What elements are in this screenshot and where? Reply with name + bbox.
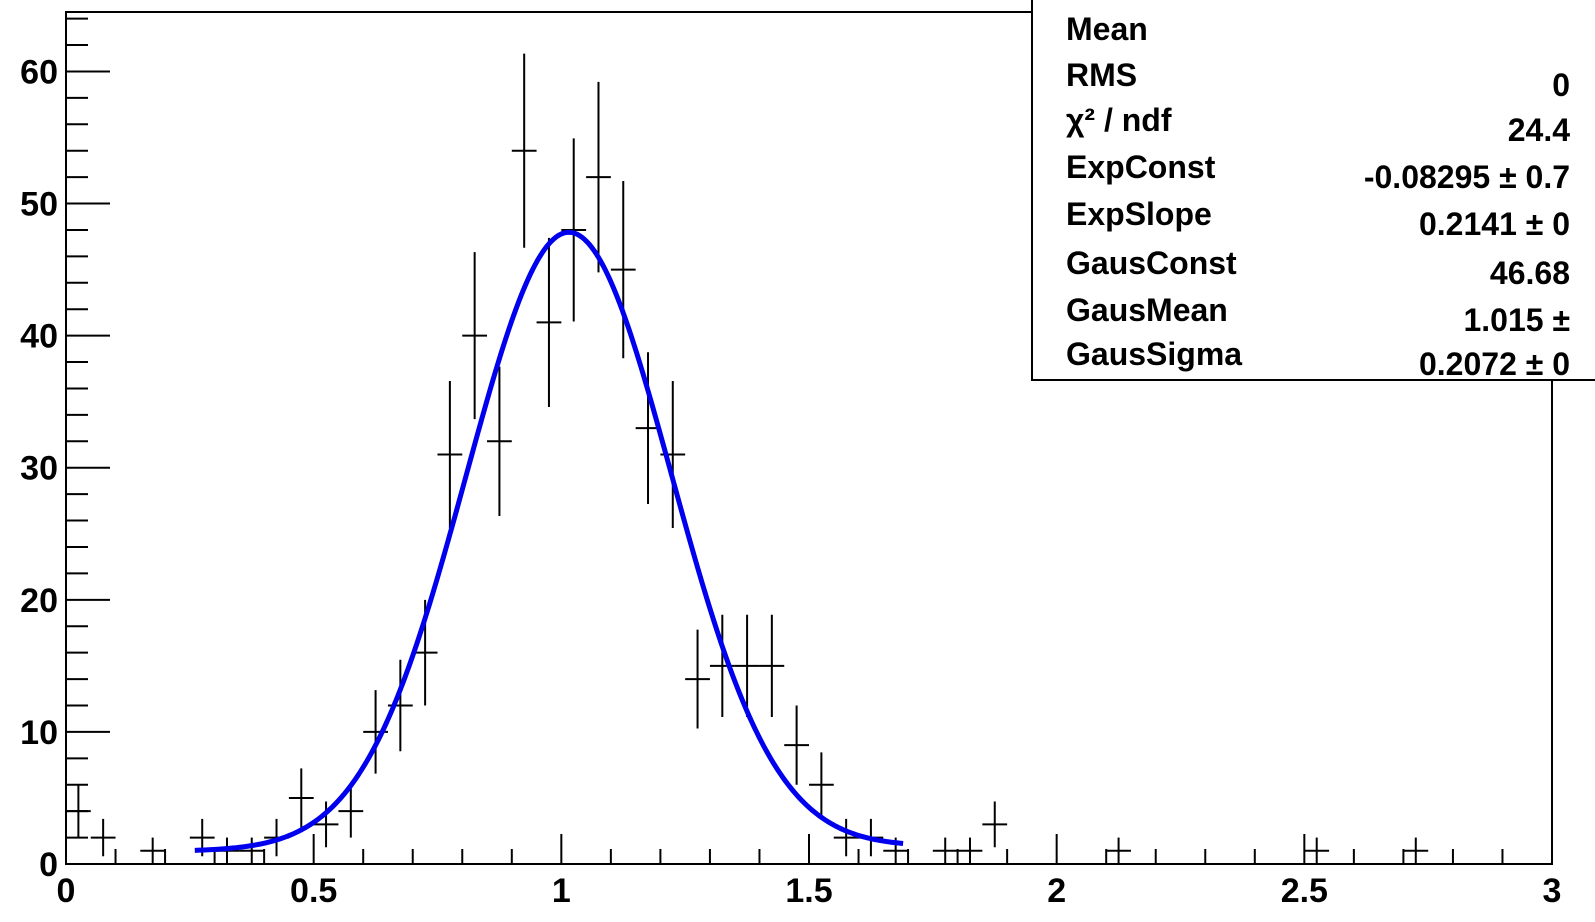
data-point bbox=[586, 81, 611, 273]
stats-value: -0.08295 ± 0.7 bbox=[1364, 159, 1570, 195]
x-tick-label: 0 bbox=[57, 872, 76, 910]
data-point bbox=[487, 366, 512, 517]
data-point bbox=[932, 837, 958, 864]
data-point bbox=[66, 784, 91, 838]
data-point bbox=[288, 768, 314, 828]
stats-label: ExpSlope bbox=[1066, 196, 1212, 232]
data-points-group bbox=[66, 53, 1429, 864]
stats-value: 46.68 bbox=[1490, 255, 1570, 291]
x-tick-label: 1 bbox=[552, 872, 571, 910]
stats-label: ExpConst bbox=[1066, 149, 1216, 185]
data-point bbox=[982, 801, 1008, 848]
stats-label: RMS bbox=[1066, 57, 1137, 93]
fit-curve-group bbox=[194, 229, 904, 853]
x-tick-label: 3 bbox=[1543, 872, 1562, 910]
data-point bbox=[685, 629, 710, 729]
x-tick-label: 0.5 bbox=[290, 872, 337, 910]
stats-value: 0.2141 ± 0 bbox=[1419, 206, 1570, 242]
stats-value: 0 bbox=[1552, 67, 1570, 103]
data-point bbox=[313, 801, 339, 848]
data-point bbox=[536, 237, 562, 407]
data-point bbox=[239, 837, 265, 864]
data-point bbox=[437, 380, 463, 529]
y-tick-label: 0 bbox=[39, 846, 58, 884]
data-point bbox=[833, 818, 859, 857]
stats-box: Mean RMS 0 χ² / ndf 24.4 ExpConst -0.08295 ± 0… bbox=[1031, 0, 1595, 382]
stats-box-frame bbox=[1031, 0, 1595, 381]
data-point bbox=[784, 705, 809, 785]
x-tick-label: 1.5 bbox=[785, 872, 832, 910]
stats-label: GausSigma bbox=[1066, 336, 1242, 372]
data-point bbox=[462, 252, 488, 420]
data-point bbox=[90, 818, 116, 857]
stats-label: χ² / ndf bbox=[1066, 102, 1172, 138]
y-tick-label: 50 bbox=[20, 186, 58, 224]
stats-label: Mean bbox=[1066, 11, 1148, 47]
data-point bbox=[1403, 837, 1429, 864]
stats-value: 24.4 bbox=[1508, 112, 1570, 148]
stats-value: 1.015 ± bbox=[1463, 302, 1570, 338]
data-point bbox=[338, 784, 364, 838]
data-point bbox=[561, 138, 587, 322]
y-tick-label: 30 bbox=[20, 450, 58, 488]
data-point bbox=[1304, 837, 1330, 864]
data-point bbox=[511, 53, 537, 248]
y-tick-label: 40 bbox=[20, 318, 58, 356]
x-tick-label: 2.5 bbox=[1281, 872, 1328, 910]
data-point bbox=[734, 614, 760, 718]
stats-label: GausMean bbox=[1066, 292, 1228, 328]
data-point bbox=[610, 180, 636, 359]
y-tick-label: 60 bbox=[20, 53, 58, 91]
fit-curve-line bbox=[194, 229, 904, 853]
data-point bbox=[140, 837, 166, 864]
stats-label: GausConst bbox=[1066, 245, 1237, 281]
y-tick-label: 10 bbox=[20, 714, 58, 752]
x-tick-label: 2 bbox=[1047, 872, 1066, 910]
data-point bbox=[759, 614, 785, 718]
data-point bbox=[1106, 837, 1131, 864]
data-point bbox=[957, 837, 983, 864]
y-tick-label: 20 bbox=[20, 582, 58, 620]
stats-value: 0.2072 ± 0 bbox=[1419, 346, 1570, 382]
data-point bbox=[809, 752, 834, 818]
